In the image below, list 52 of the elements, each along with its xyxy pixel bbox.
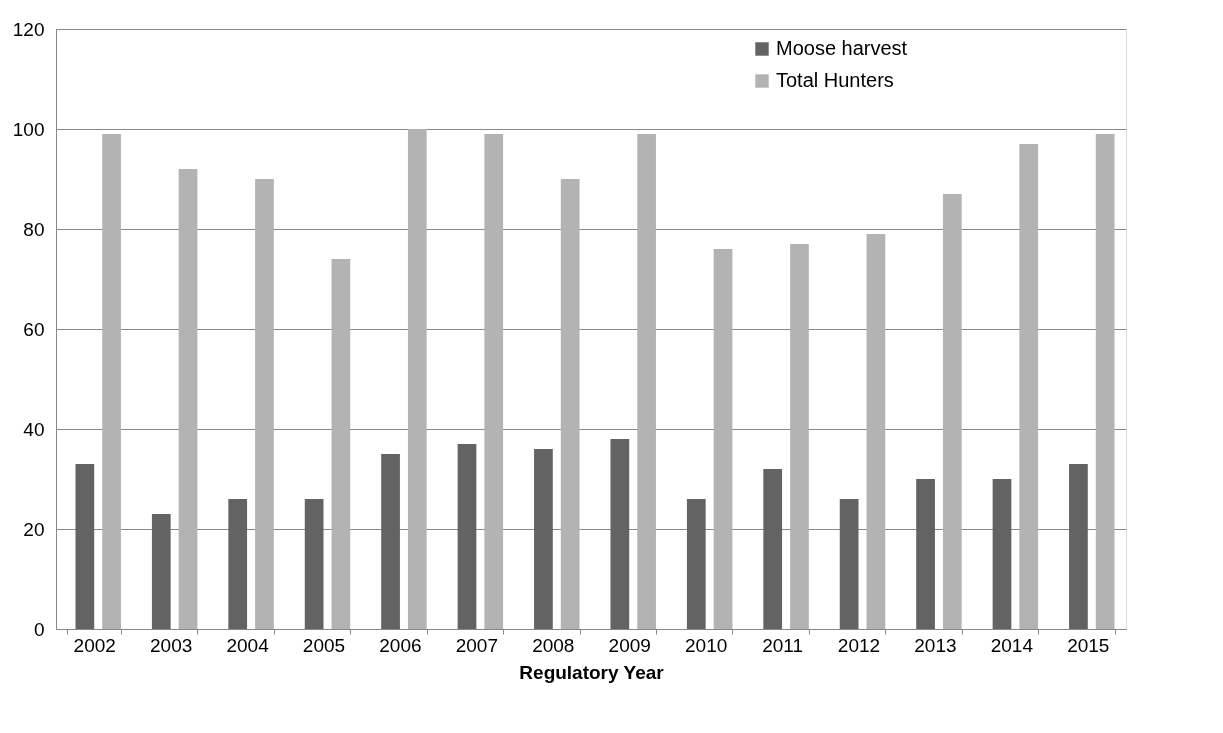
bar xyxy=(75,464,95,629)
bar xyxy=(255,179,274,629)
x-tick-label: 2015 xyxy=(1067,634,1110,656)
x-tick-label: 2002 xyxy=(73,634,116,656)
bar xyxy=(151,514,171,629)
bar xyxy=(942,194,962,629)
bar xyxy=(866,234,886,629)
bar xyxy=(178,169,198,629)
y-tick-label: 60 xyxy=(23,318,45,340)
bar xyxy=(763,469,783,629)
legend-label: Total Hunters xyxy=(776,69,894,91)
bar xyxy=(534,449,553,629)
x-tick-label: 2003 xyxy=(150,634,193,656)
x-axis-title: Regulatory Year xyxy=(519,661,665,683)
y-tick-label: 120 xyxy=(12,18,45,40)
x-tick-label: 2008 xyxy=(532,634,575,656)
y-tick-label: 80 xyxy=(23,218,45,240)
bar xyxy=(637,134,656,629)
x-tick-label: 2006 xyxy=(379,634,422,656)
bar xyxy=(686,499,706,629)
x-tick-label: 2007 xyxy=(455,634,498,656)
bar xyxy=(331,259,351,629)
x-tick-label: 2012 xyxy=(837,634,881,656)
bar xyxy=(457,444,477,629)
x-tick-label: 2013 xyxy=(914,634,957,656)
bar xyxy=(1069,464,1088,629)
bar xyxy=(610,439,630,629)
x-tick-label: 2011 xyxy=(762,634,803,656)
y-tick-label: 20 xyxy=(23,518,45,540)
bar xyxy=(304,499,324,629)
y-tick-label: 0 xyxy=(33,618,45,640)
x-tick-label: 2009 xyxy=(608,634,651,656)
bar xyxy=(484,134,504,629)
bar xyxy=(839,499,859,629)
bar xyxy=(992,479,1012,629)
bar xyxy=(381,454,400,629)
bar xyxy=(916,479,935,629)
bar xyxy=(102,134,121,629)
bar xyxy=(713,249,733,629)
bar xyxy=(560,179,580,629)
bar xyxy=(228,499,248,629)
x-tick-label: 2014 xyxy=(990,634,1034,656)
bar xyxy=(790,244,809,629)
x-tick-label: 2004 xyxy=(226,634,270,656)
x-tick-label: 2010 xyxy=(685,634,728,656)
y-tick-label: 100 xyxy=(12,118,45,140)
bar xyxy=(407,129,427,629)
y-tick-label: 40 xyxy=(23,418,45,440)
legend-label: Moose harvest xyxy=(776,37,908,59)
bar xyxy=(1095,134,1115,629)
bar xyxy=(1019,144,1039,629)
x-tick-label: 2005 xyxy=(302,634,346,656)
